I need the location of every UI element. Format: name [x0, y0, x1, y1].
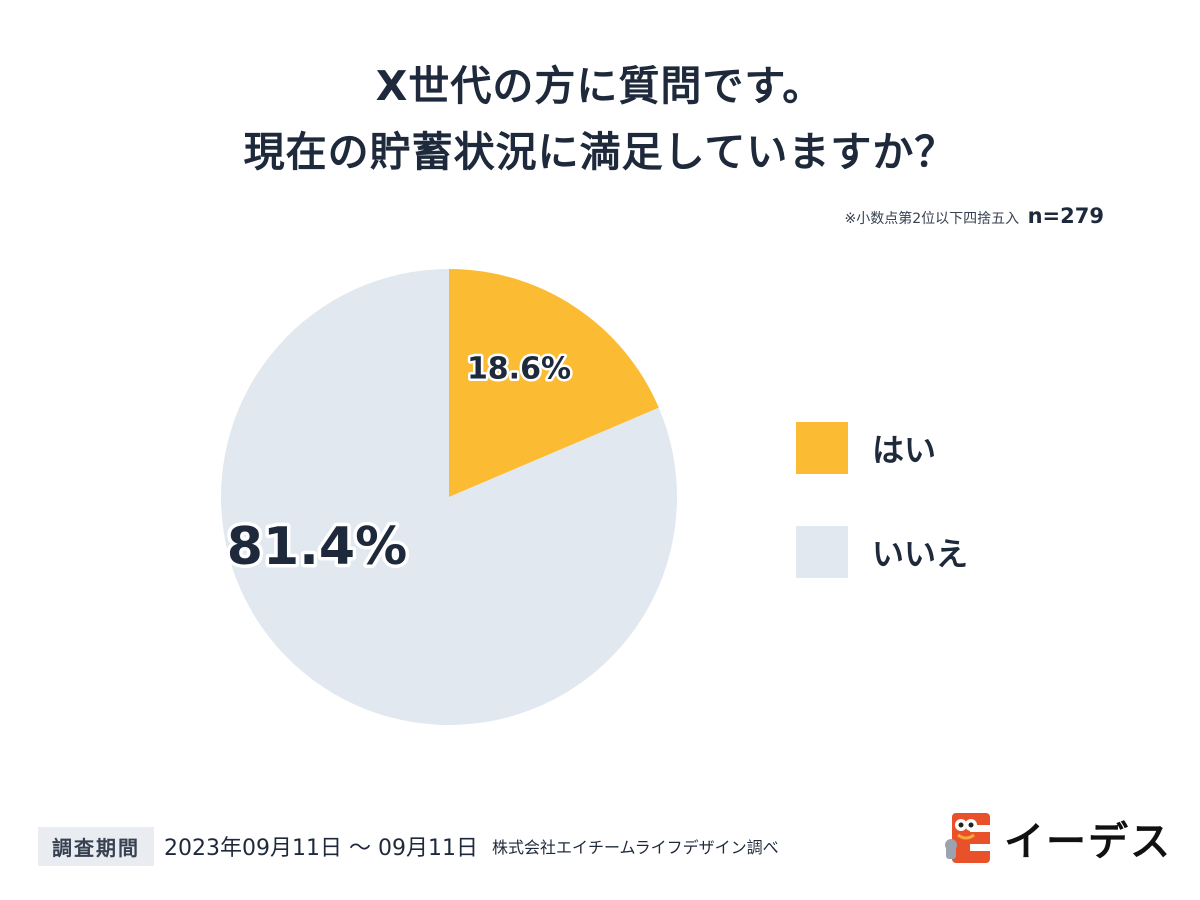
- pie-slice-yes: [449, 269, 659, 497]
- legend-item-no: いいえ: [796, 526, 968, 578]
- sample-size: n=279: [1027, 204, 1104, 228]
- ides-mascot-icon: [945, 813, 990, 863]
- brand-name: イーデス: [1004, 819, 1172, 865]
- pie-slice-no: [221, 269, 678, 725]
- pie-chart: 18.6% 81.4%: [221, 269, 678, 725]
- survey-credit: 株式会社エイチームライフデザイン調べ: [491, 838, 779, 857]
- pie-label-yes: 18.6%: [467, 352, 571, 387]
- survey-period-dates: 2023年09月11日 〜 09月11日: [164, 836, 478, 861]
- legend-label-no: いいえ: [872, 535, 969, 573]
- brand-logo: イーデス: [944, 810, 1172, 866]
- legend-swatch-yes: [796, 422, 848, 474]
- legend-swatch-no: [796, 526, 848, 578]
- legend: はい いいえ: [796, 422, 968, 630]
- legend-label-yes: はい: [872, 431, 937, 469]
- legend-item-yes: はい: [796, 422, 968, 474]
- footer: 調査期間 2023年09月11日 〜 09月11日 株式会社エイチームライフデザ…: [38, 826, 779, 866]
- pie-label-no: 81.4%: [227, 517, 407, 577]
- sample-note: ※小数点第2位以下四捨五入 n=279: [845, 204, 1104, 228]
- chart-title-line-2: 現在の貯蓄状況に満足していますか？: [243, 128, 957, 176]
- chart-title-line-1: X世代の方に質問です。: [375, 62, 825, 110]
- survey-period-label: 調査期間: [38, 826, 154, 866]
- rounding-note: ※小数点第2位以下四捨五入: [844, 211, 1020, 227]
